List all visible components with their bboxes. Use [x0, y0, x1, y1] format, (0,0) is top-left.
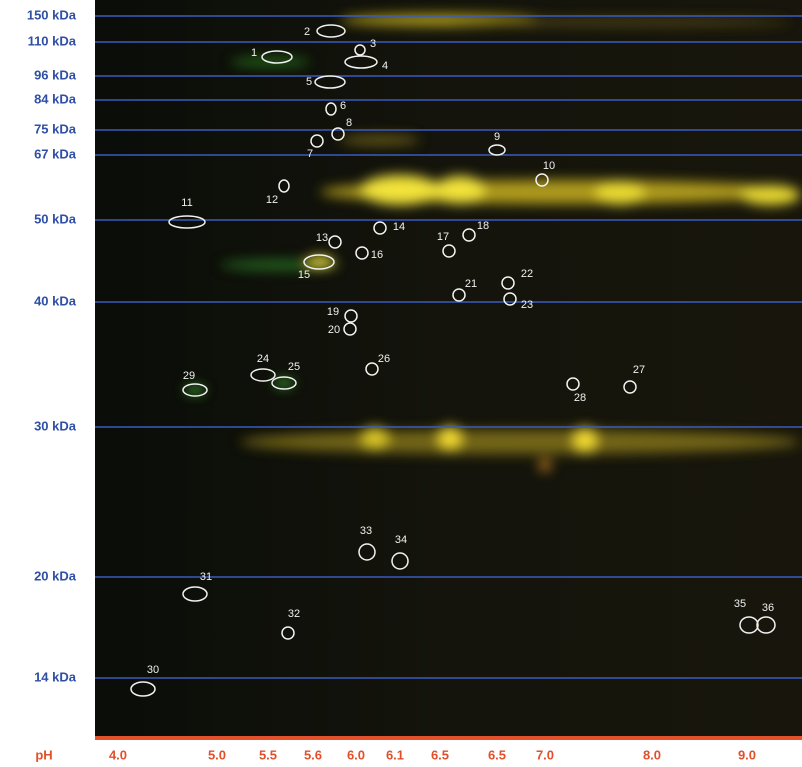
marker-label: 50 kDa	[34, 211, 77, 226]
spot-label: 31	[200, 571, 212, 583]
ph-tick-label: 8.0	[643, 747, 661, 762]
marker-label: 20 kDa	[34, 568, 77, 583]
spot-label: 10	[543, 160, 555, 172]
spot-label: 12	[266, 194, 278, 206]
ph-tick-label: 6.1	[386, 747, 404, 762]
ph-tick-label: 5.0	[208, 747, 226, 762]
ph-tick-label: 6.0	[347, 747, 365, 762]
gel-background	[95, 0, 802, 738]
marker-label: 30 kDa	[34, 418, 77, 433]
spot-label: 23	[521, 299, 533, 311]
ph-tick-label: 6.5	[488, 747, 506, 762]
spot-label: 14	[393, 221, 405, 233]
spot-label: 36	[762, 602, 774, 614]
spot-label: 11	[181, 197, 192, 209]
spot-label: 34	[395, 534, 407, 546]
marker-label: 67 kDa	[34, 146, 77, 161]
marker-label: 40 kDa	[34, 293, 77, 308]
spot-label: 9	[494, 131, 500, 143]
spot-label: 8	[346, 117, 352, 129]
spot-label: 28	[574, 392, 586, 404]
spot-label: 21	[465, 278, 477, 290]
ph-tick-label: 9.0	[738, 747, 756, 762]
ph-tick-label: 5.6	[304, 747, 322, 762]
spot-label: 24	[257, 353, 269, 365]
spot-label: 3	[370, 38, 376, 50]
spot-label: 4	[382, 60, 388, 72]
spot-label: 20	[328, 324, 340, 336]
gel-figure: pH 150 kDa110 kDa96 kDa84 kDa75 kDa67 kD…	[0, 0, 802, 767]
marker-label: 96 kDa	[34, 67, 77, 82]
spot-label: 1	[251, 47, 257, 59]
spot-label: 16	[371, 249, 383, 261]
spot-label: 33	[360, 525, 372, 537]
spot-label: 32	[288, 608, 300, 620]
spot-label: 30	[147, 664, 159, 676]
marker-label: 14 kDa	[34, 669, 77, 684]
ph-tick-label: 4.0	[109, 747, 127, 762]
marker-label: 84 kDa	[34, 91, 77, 106]
spot-label: 5	[306, 76, 312, 88]
marker-label: 110 kDa	[28, 33, 77, 48]
ph-axis-label: pH	[35, 747, 52, 762]
spot-label: 27	[633, 364, 645, 376]
ph-tick-label: 5.5	[259, 747, 277, 762]
spot-label: 17	[437, 231, 449, 243]
spot-label: 2	[304, 26, 310, 38]
marker-label: 75 kDa	[34, 121, 77, 136]
ph-tick-label: 7.0	[536, 747, 554, 762]
marker-label: 150 kDa	[27, 7, 77, 22]
spot-label: 26	[378, 353, 390, 365]
spot-label: 19	[327, 306, 339, 318]
ph-tick-label: 6.5	[431, 747, 449, 762]
spot-label: 18	[477, 220, 489, 232]
spot-label: 29	[183, 370, 195, 382]
spot-label: 22	[521, 268, 533, 280]
spot-label: 35	[734, 598, 746, 610]
spot-label: 13	[316, 232, 328, 244]
spot-label: 15	[298, 269, 310, 281]
spot-label: 6	[340, 100, 346, 112]
spot-label: 7	[307, 148, 313, 160]
spot-label: 25	[288, 361, 300, 373]
